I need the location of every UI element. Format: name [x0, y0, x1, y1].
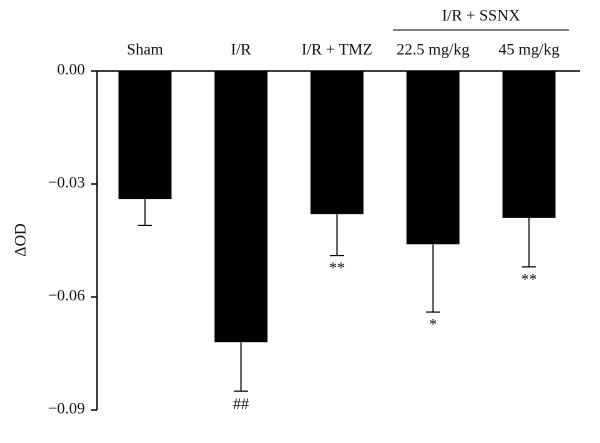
x-tick-label: 22.5 mg/kg [397, 42, 470, 59]
bar [214, 71, 268, 343]
x-tick-label: I/R + TMZ [302, 42, 373, 59]
bar [502, 71, 556, 218]
significance-label: ## [233, 396, 249, 413]
y-tick-label: −0.09 [48, 401, 85, 418]
y-tick-label: 0.00 [57, 62, 85, 79]
significance-label: ** [521, 272, 537, 289]
group-label: I/R + SSNX [442, 8, 521, 25]
significance-label: ** [329, 260, 345, 277]
x-tick-label: 45 mg/kg [499, 42, 560, 59]
significance-label: * [429, 317, 437, 334]
y-tick-label: −0.06 [48, 288, 85, 305]
x-tick-label: Sham [127, 42, 164, 59]
bar [406, 71, 460, 245]
bar [310, 71, 364, 215]
y-axis-label: ΔOD [13, 223, 30, 256]
y-tick-label: −0.03 [48, 175, 85, 192]
x-tick-label: I/R [231, 42, 252, 59]
bar [118, 71, 172, 200]
